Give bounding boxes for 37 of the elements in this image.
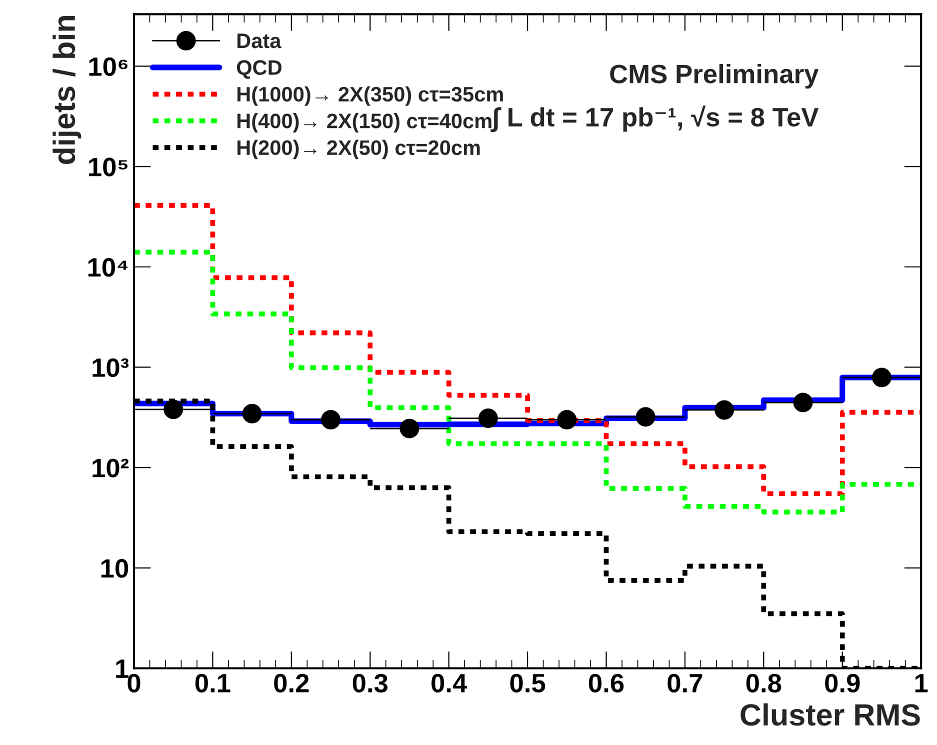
y-tick-label: 10⁶ xyxy=(89,57,128,76)
x-tick-label: 0.9 xyxy=(825,674,860,693)
x-tick-label: 0.1 xyxy=(195,674,230,693)
legend-label: QCD xyxy=(236,60,282,79)
legend-label: H(1000)→ 2X(350) cτ=35cm xyxy=(237,86,503,106)
x-axis-title: Cluster RMS xyxy=(740,703,920,726)
x-tick-label: 0.6 xyxy=(588,674,624,693)
y-tick-label: 1 xyxy=(116,660,128,678)
y-axis-title: dijets / bin xyxy=(52,16,82,164)
annotation: CMS Preliminary xyxy=(610,64,819,89)
legend-label: Data xyxy=(237,34,282,48)
annotation: ∫ L dt = 17 pb⁻¹, √s = 8 TeV xyxy=(490,105,819,132)
point xyxy=(872,368,892,388)
legend-label: H(400)→ 2X(150) cτ=40cm xyxy=(237,113,492,132)
x-tick-label: 0 xyxy=(128,674,140,693)
x-tick-label: 1 xyxy=(915,674,928,692)
x-tick-label: 0.7 xyxy=(668,674,702,693)
x-tick-label: 0.5 xyxy=(510,674,546,693)
y-tick-label: 10² xyxy=(92,458,129,478)
point xyxy=(478,408,498,428)
point xyxy=(636,407,656,427)
y-tick-label: 10⁵ xyxy=(89,158,128,176)
y-tick-label: 10 xyxy=(101,559,128,578)
x-tick-label: 0.8 xyxy=(746,674,782,693)
x-tick-label: 0.4 xyxy=(432,674,468,693)
point xyxy=(557,410,577,430)
point xyxy=(164,400,184,420)
point xyxy=(321,410,340,430)
point xyxy=(714,400,734,420)
point xyxy=(242,404,262,424)
x-tick-label: 0.2 xyxy=(274,674,309,693)
legend-label: H(200)→ 2X(50) cτ=20cm xyxy=(237,140,480,160)
point xyxy=(400,418,420,438)
y-tick-label: 10⁴ xyxy=(88,258,128,277)
y-tick-label: 10³ xyxy=(92,358,129,378)
x-tick-label: 0.3 xyxy=(352,674,388,693)
point xyxy=(793,392,813,412)
